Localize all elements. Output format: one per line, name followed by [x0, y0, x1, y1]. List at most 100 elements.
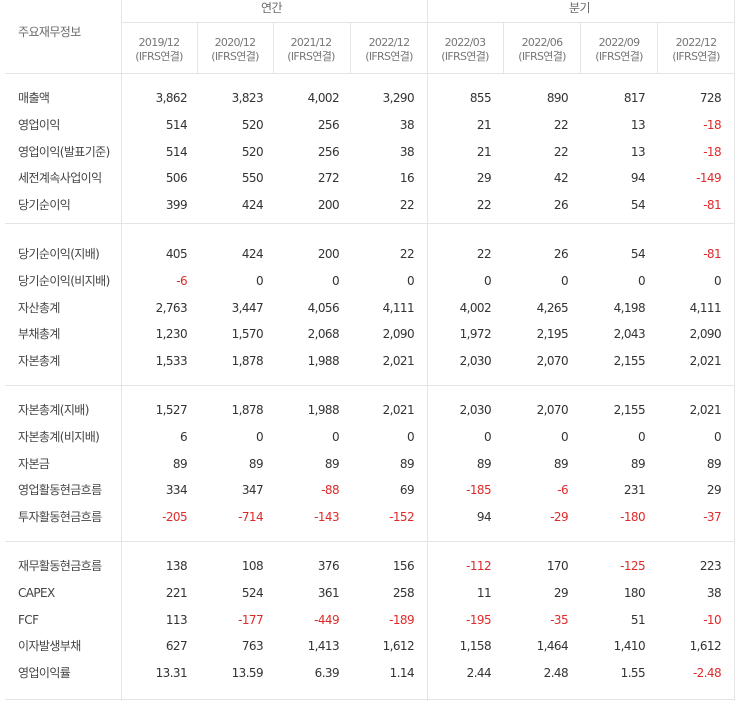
value-cell: 0 — [637, 430, 646, 444]
value-cell: -205 — [162, 510, 187, 524]
value-cell: 89 — [399, 457, 415, 471]
value-cell: 11 — [476, 586, 492, 600]
period-header: 2022/12 (IFRS연결) — [351, 36, 427, 64]
value-cell: 138 — [165, 559, 188, 573]
value-cell: -29 — [550, 510, 568, 524]
value-cell: 424 — [241, 247, 264, 261]
period-header: 2022/09 (IFRS연결) — [581, 36, 657, 64]
value-cell: 399 — [165, 198, 188, 212]
period-column-divider — [273, 22, 274, 73]
value-cell: 29 — [553, 586, 569, 600]
value-cell: 258 — [392, 586, 415, 600]
value-cell: 763 — [241, 639, 264, 653]
row-label: 이자발생부채 — [18, 639, 81, 653]
period-header: 2020/12 (IFRS연결) — [197, 36, 273, 64]
value-cell: -18 — [703, 118, 721, 132]
value-cell: 0 — [713, 274, 722, 288]
value-cell: 2,021 — [689, 403, 722, 417]
period-header: 2022/03 (IFRS연결) — [427, 36, 503, 64]
value-cell: 334 — [165, 483, 188, 497]
value-cell: 89 — [630, 457, 646, 471]
value-cell: 2,763 — [155, 301, 188, 315]
value-cell: 2,155 — [613, 403, 646, 417]
value-cell: 221 — [165, 586, 188, 600]
annual-quarterly-divider — [427, 0, 428, 701]
value-cell: 0 — [255, 274, 264, 288]
value-cell: 0 — [483, 274, 492, 288]
value-cell: 1,612 — [382, 639, 415, 653]
value-cell: -152 — [389, 510, 414, 524]
value-cell: 890 — [546, 91, 569, 105]
quarterly-group-label: 분기 — [569, 1, 590, 15]
value-cell: 3,823 — [231, 91, 264, 105]
row-label: 당기순이익 — [18, 198, 71, 212]
value-cell: 6 — [179, 430, 188, 444]
value-cell: 21 — [476, 145, 492, 159]
value-cell: 94 — [476, 510, 492, 524]
value-cell: 89 — [706, 457, 722, 471]
value-cell: 2.44 — [466, 666, 492, 680]
value-cell: 2,030 — [459, 403, 492, 417]
value-cell: 4,056 — [307, 301, 340, 315]
group-divider — [5, 385, 735, 386]
value-cell: 2,021 — [689, 354, 722, 368]
corner-label: 주요재무정보 — [18, 25, 81, 39]
value-cell: 38 — [399, 118, 415, 132]
value-cell: 424 — [241, 198, 264, 212]
period-date: 2022/12 — [675, 36, 718, 49]
value-cell: -88 — [321, 483, 339, 497]
row-label: CAPEX — [18, 586, 55, 600]
value-cell: -189 — [389, 613, 414, 627]
row-label: 영업이익 — [18, 118, 60, 132]
period-basis: (IFRS연결) — [365, 50, 413, 63]
value-cell: 1.55 — [620, 666, 646, 680]
period-column-divider — [580, 22, 581, 73]
value-cell: 26 — [553, 198, 569, 212]
value-cell: -195 — [466, 613, 491, 627]
value-cell: 16 — [399, 171, 415, 185]
period-date: 2022/12 — [368, 36, 411, 49]
value-cell: 0 — [637, 274, 646, 288]
value-cell: 156 — [392, 559, 415, 573]
value-cell: 3,862 — [155, 91, 188, 105]
value-cell: -6 — [557, 483, 568, 497]
row-label: 부채총계 — [18, 327, 60, 341]
value-cell: 817 — [623, 91, 646, 105]
value-cell: 89 — [324, 457, 340, 471]
value-cell: -449 — [314, 613, 339, 627]
period-column-divider — [197, 22, 198, 73]
value-cell: 506 — [165, 171, 188, 185]
group-header-divider — [121, 22, 735, 23]
value-cell: 13.31 — [155, 666, 188, 680]
value-cell: 3,290 — [382, 91, 415, 105]
value-cell: 0 — [406, 274, 415, 288]
value-cell: -2.48 — [692, 666, 722, 680]
value-cell: 54 — [630, 247, 646, 261]
value-cell: -714 — [238, 510, 263, 524]
row-label: 투자활동현금흐름 — [18, 510, 102, 524]
value-cell: 405 — [165, 247, 188, 261]
value-cell: 231 — [623, 483, 646, 497]
value-cell: 4,111 — [382, 301, 415, 315]
period-header: 2019/12 (IFRS연결) — [121, 36, 197, 64]
value-cell: 520 — [241, 145, 264, 159]
value-cell: 2,068 — [307, 327, 340, 341]
value-cell: 2.48 — [543, 666, 569, 680]
value-cell: 376 — [317, 559, 340, 573]
value-cell: 13.59 — [231, 666, 264, 680]
annual-group-label: 연간 — [261, 1, 282, 15]
period-header: 2022/12 (IFRS연결) — [658, 36, 734, 64]
group-divider — [5, 223, 735, 224]
value-cell: 0 — [483, 430, 492, 444]
row-label: 당기순이익(지배) — [18, 247, 100, 261]
value-cell: 256 — [317, 118, 340, 132]
value-cell: 2,021 — [382, 403, 415, 417]
value-cell: 347 — [241, 483, 264, 497]
value-cell: 361 — [317, 586, 340, 600]
value-cell: 200 — [317, 247, 340, 261]
table-header — [0, 0, 749, 73]
value-cell: 22 — [399, 198, 415, 212]
period-basis: (IFRS연결) — [287, 50, 335, 63]
value-cell: -143 — [314, 510, 339, 524]
period-date: 2022/09 — [598, 36, 641, 49]
